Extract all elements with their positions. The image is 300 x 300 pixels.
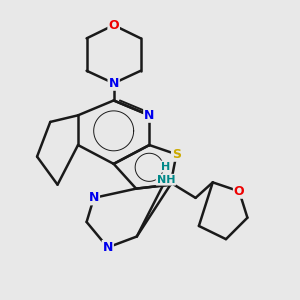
Text: N: N xyxy=(89,191,99,204)
Text: N: N xyxy=(109,77,119,90)
Text: O: O xyxy=(234,185,244,198)
Text: NH: NH xyxy=(157,175,175,185)
Text: S: S xyxy=(172,148,181,161)
Text: O: O xyxy=(108,19,119,32)
Text: H: H xyxy=(161,161,170,172)
Text: N: N xyxy=(144,109,154,122)
Text: N: N xyxy=(103,241,113,254)
